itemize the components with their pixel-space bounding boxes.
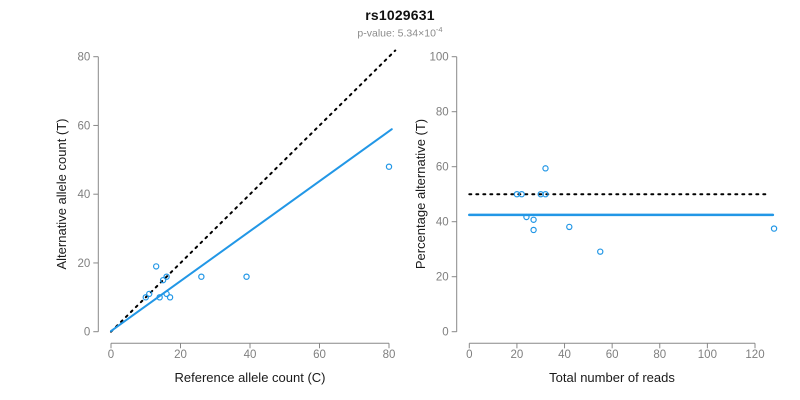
data-point: [156, 294, 163, 301]
data-point: [523, 213, 530, 221]
y-tick-label: 40: [436, 217, 449, 229]
plot-panel-left: 0 20 40 60 80 0 20 40 60 80 Reference allele count…: [54, 49, 397, 385]
x-tick-label: 40: [244, 349, 257, 361]
data-point: [566, 223, 573, 231]
data-point: [146, 290, 153, 298]
data-point: [597, 248, 604, 255]
y-tick-label: 80: [78, 52, 91, 64]
x-tick-label: 20: [511, 349, 524, 361]
y-tick-label: 40: [78, 189, 91, 201]
data-point: [542, 190, 549, 198]
y-tick-label: 0: [84, 327, 90, 339]
identity-line: [110, 49, 397, 333]
data-point: [163, 290, 170, 298]
plot-subtitle: p-value: 5.34×10-4: [0, 25, 800, 40]
y-axis-title: Percentage alternative (T): [413, 119, 428, 269]
x-tick-label: 120: [745, 349, 764, 361]
x-tick-label: 0: [108, 349, 114, 361]
x-tick-label: 100: [698, 349, 717, 361]
data-point: [385, 163, 393, 170]
y-tick-label: 20: [436, 272, 449, 284]
x-tick-label: 80: [653, 349, 666, 361]
y-tick-label: 60: [78, 120, 91, 132]
x-tick-label: 0: [466, 349, 472, 361]
data-point: [163, 273, 170, 280]
x-tick-label: 80: [383, 349, 396, 361]
y-axis-title: Alternative allele count (T): [54, 118, 69, 269]
data-point: [518, 190, 525, 198]
y-tick-label: 20: [78, 258, 91, 270]
x-tick-label: 20: [174, 349, 187, 361]
plot-panel-right: 0 20 40 60 80 100 120 0 20 40 60 80 100 Total number …: [413, 52, 778, 385]
x-axis-title: Total number of reads: [549, 370, 675, 385]
data-point: [542, 165, 549, 172]
y-tick-label: 60: [436, 162, 449, 174]
data-point: [770, 225, 778, 232]
pvalue-exponent: -4: [435, 25, 443, 34]
y-tick-label: 100: [430, 52, 449, 64]
data-point: [166, 294, 174, 301]
fit-line: [110, 128, 393, 333]
x-tick-label: 60: [313, 349, 326, 361]
x-tick-label: 60: [606, 349, 619, 361]
x-tick-label: 40: [558, 349, 571, 361]
y-tick-label: 80: [436, 107, 449, 119]
x-axis-title: Reference allele count (C): [174, 370, 325, 385]
data-point: [142, 294, 149, 301]
data-point: [530, 226, 537, 234]
plot-title: rs1029631: [365, 7, 435, 23]
data-point: [159, 276, 167, 284]
data-point: [243, 273, 250, 280]
data-point: [152, 263, 160, 270]
y-tick-label: 0: [442, 327, 448, 339]
data-point: [198, 273, 205, 280]
pvalue-text: p-value: 5.34×10: [357, 27, 436, 40]
data-point: [530, 216, 537, 223]
